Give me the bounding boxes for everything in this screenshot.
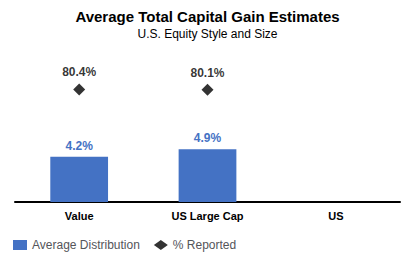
svg-text:Value: Value (65, 210, 94, 222)
svg-text:US Large Cap: US Large Cap (171, 210, 243, 222)
svg-text:80.4%: 80.4% (62, 65, 96, 79)
svg-text:80.1%: 80.1% (190, 66, 224, 80)
svg-text:US: US (328, 210, 343, 222)
svg-text:% Reported: % Reported (173, 238, 236, 252)
svg-text:Average Total Capital Gain Est: Average Total Capital Gain Estimates (75, 8, 339, 25)
svg-text:U.S. Equity Style and Size: U.S. Equity Style and Size (137, 27, 277, 41)
svg-text:4.2%: 4.2% (65, 139, 93, 153)
svg-text:Average Distribution: Average Distribution (32, 238, 140, 252)
svg-text:4.9%: 4.9% (194, 131, 222, 145)
